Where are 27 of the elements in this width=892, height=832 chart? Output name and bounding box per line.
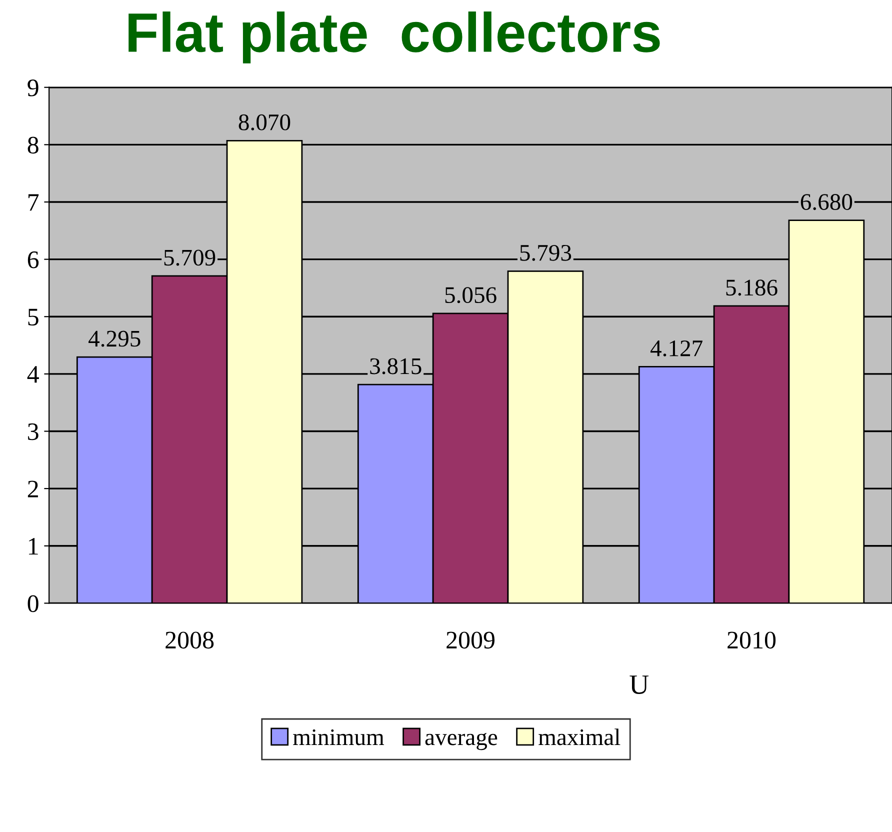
y-tick-label: 0 bbox=[28, 595, 38, 612]
data-label: 4.295 bbox=[88, 330, 140, 347]
legend-label: minimum bbox=[293, 729, 384, 746]
y-tick-label: 6 bbox=[28, 251, 39, 268]
y-tick-label: 7 bbox=[28, 194, 39, 211]
data-label: 5.793 bbox=[520, 244, 572, 261]
y-tick-label: 8 bbox=[28, 136, 38, 154]
data-label: 8.070 bbox=[238, 114, 290, 130]
y-tick-label: 2 bbox=[28, 480, 38, 498]
data-label: 3.815 bbox=[370, 358, 422, 374]
y-tick-label: 3 bbox=[28, 423, 38, 440]
legend-label: average bbox=[425, 732, 498, 750]
chart-title: Flat plate collectors bbox=[128, 12, 660, 64]
y-tick-label: 5 bbox=[28, 308, 38, 326]
x-tick-label: 2010 bbox=[728, 632, 776, 649]
y-tick-label: 1 bbox=[29, 538, 38, 555]
data-label: 5.709 bbox=[164, 250, 216, 266]
y-tick-label: 9 bbox=[28, 79, 38, 96]
data-label: 6.680 bbox=[800, 194, 852, 210]
data-label: 5.056 bbox=[445, 287, 496, 304]
x-tick-label: 2008 bbox=[166, 632, 214, 649]
x-tick-label: 2009 bbox=[446, 632, 495, 649]
data-label: 4.127 bbox=[650, 340, 702, 356]
x-axis-title: U bbox=[630, 676, 649, 694]
data-label: 5.186 bbox=[726, 280, 778, 296]
y-tick-label: 4 bbox=[27, 366, 39, 383]
legend-label: maximal bbox=[538, 728, 620, 746]
